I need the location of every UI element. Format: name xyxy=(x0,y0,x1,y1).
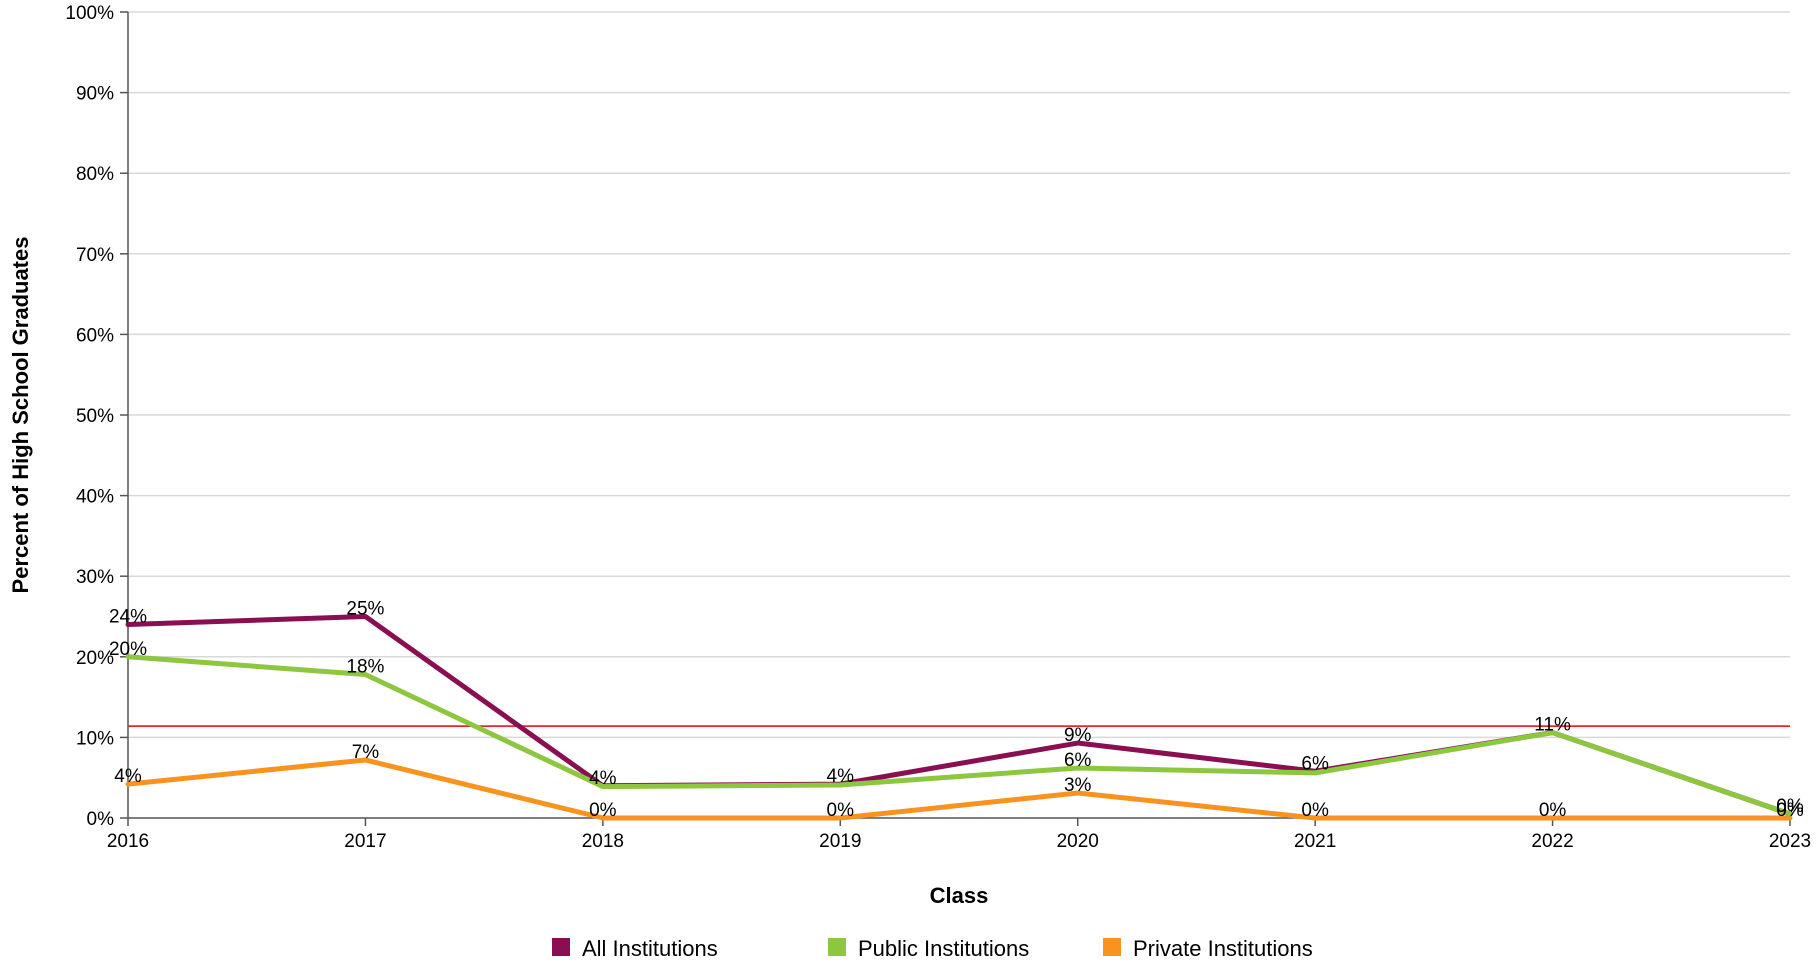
y-tick-label: 40% xyxy=(76,487,114,508)
x-tick-label: 2019 xyxy=(819,831,861,852)
y-tick-label: 30% xyxy=(76,567,114,588)
data-label: 20% xyxy=(109,639,147,660)
legend-item: Public Institutions xyxy=(828,936,1029,961)
legend-swatch xyxy=(552,938,570,956)
x-axis-title: Class xyxy=(930,883,989,908)
legend-label: Public Institutions xyxy=(858,936,1029,961)
data-label: 0% xyxy=(827,800,855,821)
data-label: 3% xyxy=(1064,775,1092,796)
y-tick-label: 80% xyxy=(76,164,114,185)
x-tick-label: 2018 xyxy=(582,831,624,852)
y-tick-label: 100% xyxy=(65,3,114,24)
data-label: 0% xyxy=(1539,800,1567,821)
data-label: 0% xyxy=(1776,796,1804,817)
x-tick-label: 2022 xyxy=(1531,831,1573,852)
x-tick-label: 2020 xyxy=(1057,831,1099,852)
data-label: 4% xyxy=(114,766,142,787)
series-line-public-institutions xyxy=(125,654,1793,817)
legend-item: Private Institutions xyxy=(1103,936,1313,961)
legend-item: All Institutions xyxy=(552,936,718,961)
x-tick-label: 2017 xyxy=(344,831,386,852)
data-label: 4% xyxy=(589,768,617,789)
y-axis-title: Percent of High School Graduates xyxy=(8,237,33,594)
legend-swatch xyxy=(1103,938,1121,956)
y-tick-label: 20% xyxy=(76,648,114,669)
y-tick-label: 70% xyxy=(76,245,114,266)
legend: All Institutions Public Institutions Priva… xyxy=(552,936,1313,961)
data-label: 7% xyxy=(352,742,380,763)
data-label: 11% xyxy=(1534,715,1571,736)
x-tick-labels: 2016 2017 2018 2019 2020 2021 2022 2023 xyxy=(107,818,1811,852)
x-tick-label: 2021 xyxy=(1294,831,1336,852)
data-label: 0% xyxy=(589,800,617,821)
data-label: 6% xyxy=(1064,750,1092,771)
data-label: 0% xyxy=(1301,800,1329,821)
y-tick-label: 0% xyxy=(87,809,115,830)
y-tick-labels: 0% 10% 20% 30% 40% 50% 60% 70% 80% 90% 100% xyxy=(65,3,114,830)
legend-label: All Institutions xyxy=(582,936,718,961)
data-labels: 24% 25%4% 4%9%6%11%0%20%18%6%4%7%0% 0%3%0% 0… xyxy=(109,599,1804,822)
legend-label: Private Institutions xyxy=(1133,936,1313,961)
y-tick-label: 60% xyxy=(76,325,114,346)
x-tick-label: 2023 xyxy=(1769,831,1811,852)
data-label: 18% xyxy=(346,657,384,678)
data-label: 9% xyxy=(1064,725,1092,746)
gridlines xyxy=(120,11,1790,819)
y-tick-label: 90% xyxy=(76,84,114,105)
series-line-private-institutions xyxy=(125,757,1793,821)
x-tick-label: 2016 xyxy=(107,831,149,852)
data-label: 6% xyxy=(1301,753,1329,774)
legend-swatch xyxy=(828,938,846,956)
data-label: 4% xyxy=(827,766,855,787)
y-tick-label: 50% xyxy=(76,406,114,427)
y-tick-label: 10% xyxy=(76,728,114,749)
data-label: 0% xyxy=(1776,800,1804,821)
data-label: 25% xyxy=(346,599,384,620)
data-label: 24% xyxy=(109,607,147,628)
series-lines xyxy=(125,614,1793,821)
